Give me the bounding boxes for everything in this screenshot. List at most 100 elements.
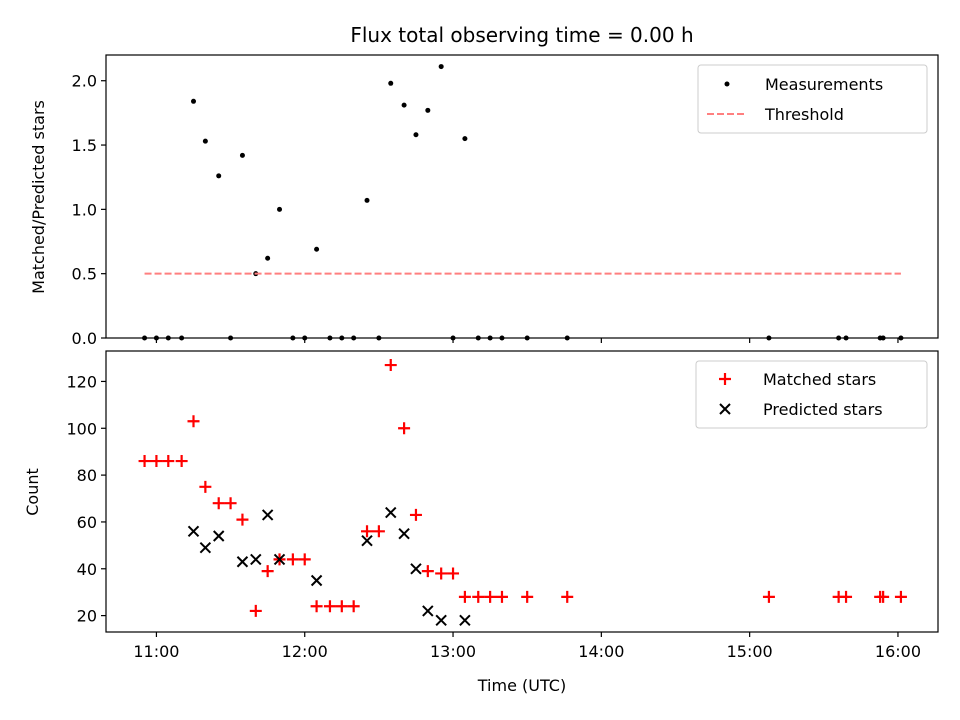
top-axes-frame — [105, 54, 939, 339]
predicted-star-point — [310, 574, 323, 587]
measurement-point — [462, 136, 468, 142]
top-panel: 0.0 0.5 1.0 1.5 2.0 — [72, 54, 939, 348]
measurement-point — [202, 138, 208, 144]
bottom-x-tick-label: 16:00 — [875, 642, 921, 661]
measurement-point — [438, 64, 444, 70]
predicted-star-point — [199, 541, 212, 554]
measurement-point — [388, 80, 394, 86]
bottom-x-tick-label: 14:00 — [578, 642, 624, 661]
legend-threshold-label: Threshold — [764, 105, 844, 124]
measurement-point — [265, 255, 271, 261]
bottom-y-tick-label: 20 — [77, 607, 97, 626]
matched-star-point — [472, 590, 485, 603]
bottom-x-tick-label: 13:00 — [430, 642, 476, 661]
predicted-star-point — [398, 527, 410, 540]
measurement-point — [216, 173, 222, 179]
predicted-star-point — [273, 553, 286, 566]
predicted-star-point — [459, 614, 471, 626]
top-y-tick-label: 1.0 — [72, 200, 97, 219]
matched-star-point — [409, 508, 422, 521]
bottom-axes-frame — [105, 350, 939, 633]
predicted-star-point — [361, 534, 373, 547]
matched-star-point — [762, 590, 775, 603]
matched-star-point — [323, 600, 336, 613]
matched-star-point — [877, 590, 890, 603]
bottom-x-tick-label: 15:00 — [727, 642, 773, 661]
measurement-point — [191, 98, 197, 104]
bottom-y-tick-label: 60 — [77, 513, 97, 532]
matched-star-point — [162, 455, 175, 468]
matched-star-point — [199, 480, 212, 493]
matched-star-point — [447, 567, 460, 580]
matched-star-point — [372, 525, 385, 538]
matched-star-point — [384, 359, 397, 372]
matched-star-point — [212, 497, 225, 510]
matched-star-point — [521, 590, 534, 603]
matched-star-point — [484, 590, 497, 603]
measurement-point — [413, 132, 419, 138]
matched-star-point — [495, 590, 508, 603]
matched-star-point — [335, 600, 348, 613]
bottom-panel: 11:00 12:00 13:00 14:00 15:00 16:00 20 40 60 80 10… — [66, 350, 939, 661]
bottom-y-tick-label: 100 — [66, 419, 97, 438]
measurement-point — [401, 102, 407, 108]
bottom-y-axis-label: Count — [23, 468, 42, 516]
matched-star-point — [361, 525, 374, 538]
predicted-star-point — [213, 530, 225, 542]
matched-star-point — [138, 455, 151, 468]
matched-star-point — [286, 553, 299, 566]
matched-star-point — [561, 590, 574, 603]
bottom-legend: Matched stars Predicted stars — [695, 360, 928, 429]
matched-star-point — [187, 415, 200, 428]
matched-star-point — [421, 565, 434, 578]
top-y-axis-label: Matched/Predicted stars — [29, 100, 48, 294]
matched-star-point — [224, 497, 237, 510]
predicted-star-point — [422, 605, 434, 617]
measurement-point — [364, 197, 370, 203]
x-axis-label: Time (UTC) — [477, 676, 566, 695]
top-legend: Measurements Threshold — [697, 64, 928, 134]
chart-title: Flux total observing time = 0.00 h — [350, 23, 693, 47]
predicted-star-point — [385, 506, 397, 519]
matched-star-point — [236, 513, 249, 526]
matched-star-point — [435, 567, 448, 580]
matched-star-point — [261, 565, 274, 578]
predicted-star-point — [187, 525, 200, 538]
legend-measurements-label: Measurements — [765, 75, 883, 94]
predicted-star-point — [261, 509, 274, 521]
legend-matched-label: Matched stars — [763, 370, 876, 389]
matched-star-point — [458, 590, 471, 603]
matched-star-point — [398, 422, 411, 435]
matched-star-point — [310, 600, 323, 613]
bottom-x-tick-label: 12:00 — [282, 642, 328, 661]
matched-star-point — [150, 455, 163, 468]
bottom-legend-frame — [695, 360, 928, 429]
bottom-y-tick-label: 40 — [77, 560, 97, 579]
bottom-y-tick-label: 80 — [77, 466, 97, 485]
top-y-tick-label: 0.5 — [72, 265, 97, 284]
matched-star-point — [249, 604, 262, 617]
matched-star-point — [175, 455, 188, 468]
legend-predicted-label: Predicted stars — [763, 400, 883, 419]
measurement-point — [314, 246, 320, 252]
measurement-point — [425, 107, 431, 113]
measurement-point — [239, 152, 245, 158]
predicted-star-point — [435, 614, 447, 626]
predicted-star-point — [410, 563, 422, 575]
matched-star-point — [840, 590, 853, 603]
bottom-y-tick-label: 120 — [66, 372, 97, 391]
top-y-tick-label: 0.0 — [72, 329, 97, 348]
legend-predicted-marker — [719, 403, 731, 415]
top-y-tick-label: 2.0 — [72, 72, 97, 91]
top-legend-frame — [697, 64, 928, 134]
legend-matched-marker — [719, 373, 731, 385]
measurement-point — [277, 206, 283, 212]
matched-star-point — [298, 553, 311, 566]
predicted-star-point — [236, 556, 249, 568]
matched-star-point — [347, 600, 360, 613]
legend-measurements-marker — [724, 81, 730, 87]
matched-star-point — [894, 590, 907, 603]
bottom-x-tick-label: 11:00 — [133, 642, 179, 661]
predicted-star-point — [250, 553, 262, 566]
